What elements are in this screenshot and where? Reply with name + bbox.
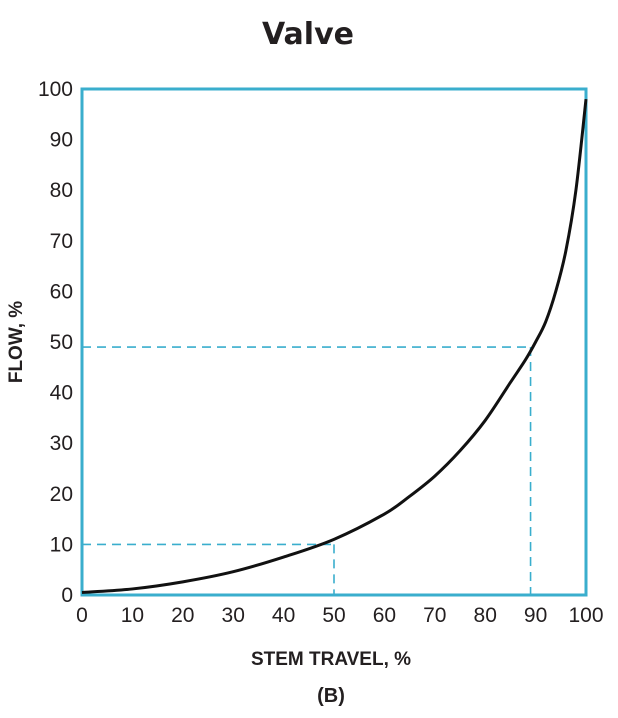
x-tick-label: 90 [524,604,547,627]
chart-title: Valve [262,17,354,52]
plot-frame [80,87,588,597]
x-tick-label: 40 [272,604,295,627]
x-tick-labels: 0 10 20 30 40 50 60 70 80 90 100 [76,604,603,627]
y-tick-label: 10 [50,533,73,556]
y-tick-label: 20 [50,483,73,506]
y-tick-label: 40 [50,382,73,405]
y-tick-label: 30 [50,432,73,455]
y-tick-label: 50 [50,331,73,354]
y-tick-label: 80 [50,179,73,202]
y-axis-label: FLOW, % [6,301,27,383]
x-tick-label: 60 [373,604,396,627]
x-tick-label: 0 [76,604,88,627]
x-axis-label: STEM TRAVEL, % [251,649,411,670]
x-tick-label: 100 [568,604,603,627]
reference-lines [82,346,532,595]
x-tick-label: 20 [171,604,194,627]
x-tick-label: 80 [474,604,497,627]
x-tick-label: 30 [222,604,245,627]
y-tick-label: 90 [50,129,73,152]
y-tick-label: 60 [50,280,73,303]
figure-caption: (B) [317,685,345,707]
y-tick-label: 100 [38,78,73,101]
y-tick-label: 0 [61,584,73,607]
flow-curve [81,98,588,594]
x-tick-label: 70 [423,604,446,627]
x-tick-label: 50 [322,604,345,627]
y-tick-label: 70 [50,230,73,253]
y-tick-labels: 0 10 20 30 40 50 60 70 80 90 100 [38,78,73,607]
x-tick-label: 10 [121,604,144,627]
